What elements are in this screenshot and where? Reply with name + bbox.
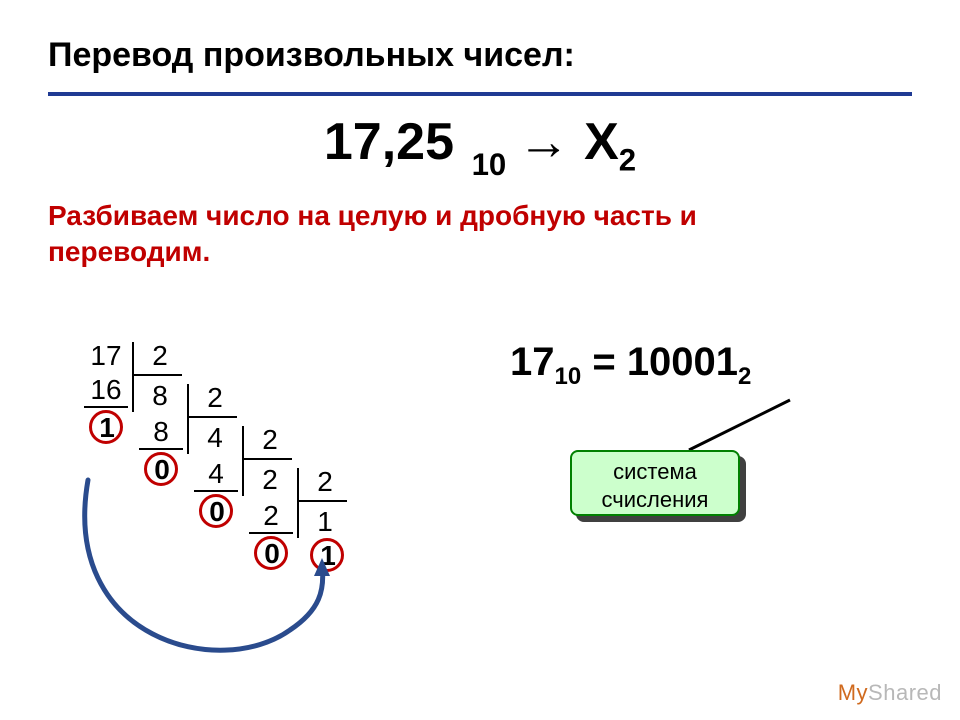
title-underline <box>48 92 912 96</box>
result-rhs-num: 10001 <box>627 340 738 384</box>
result-lhs-base: 10 <box>555 363 582 390</box>
main-formula: 17,25 10 → X2 <box>0 112 960 172</box>
result-rhs-base: 2 <box>738 363 751 390</box>
slide-title: Перевод произвольных чисел: <box>48 36 575 75</box>
callout-line1: система <box>613 459 697 484</box>
arrow-icon: → <box>518 113 570 171</box>
formula-to-base: 2 <box>619 142 636 177</box>
result-eq: = <box>592 340 615 384</box>
read-order-arrow <box>70 340 430 680</box>
callout-label: система счисления <box>570 450 740 516</box>
watermark-shared: Shared <box>868 680 942 705</box>
formula-x: X <box>584 113 619 171</box>
formula-from-base: 10 <box>472 147 507 182</box>
result-lhs-num: 17 <box>510 340 555 384</box>
subtitle-line2: переводим. <box>48 236 210 268</box>
watermark: MyShared <box>838 680 942 706</box>
subtitle-line1: Разбиваем число на целую и дробную часть… <box>48 200 697 232</box>
conversion-result: 1710 = 100012 <box>510 340 751 385</box>
callout-line2: счисления <box>602 487 709 512</box>
watermark-my: My <box>838 680 868 705</box>
formula-number: 17,25 <box>324 113 454 171</box>
